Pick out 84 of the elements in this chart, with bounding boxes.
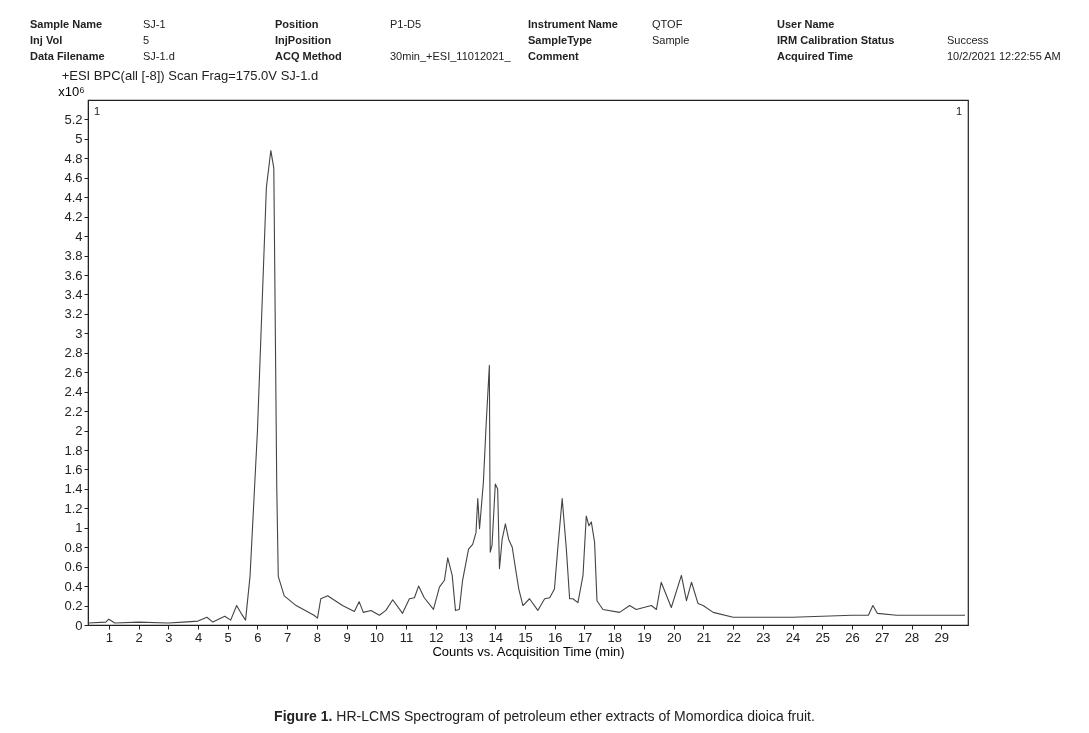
y-tick-label: 2.2 xyxy=(64,403,83,419)
line-series xyxy=(88,150,966,624)
annotation: 1 xyxy=(955,105,962,117)
x-tick-label: 2 xyxy=(135,629,143,645)
x-tick-label: 24 xyxy=(785,629,801,645)
y-tick-label: 1.8 xyxy=(64,442,83,458)
x-axis-title: Counts vs. Acquisition Time (min) xyxy=(432,643,625,659)
x-tick-label: 8 xyxy=(313,629,322,645)
x-tick-label: 22 xyxy=(726,629,741,645)
text: InjPosition xyxy=(275,34,332,46)
text: QTOF xyxy=(652,18,683,30)
y-tick-label: 5 xyxy=(75,131,83,147)
x-tick-label: 13 xyxy=(458,629,474,645)
text: Inj Vol xyxy=(30,34,63,46)
text: SJ-1.d xyxy=(143,50,175,62)
x-tick-label: 23 xyxy=(756,629,771,645)
y-tick-label: 3.2 xyxy=(64,306,83,322)
x-tick-label: 21 xyxy=(696,629,712,645)
y-tick-label: 5.2 xyxy=(64,111,83,127)
text: Sample Name xyxy=(30,18,103,30)
annotation: 1 xyxy=(94,105,101,117)
y-tick-label: 1.6 xyxy=(64,461,83,477)
y-tick-label: 0.8 xyxy=(64,539,83,555)
y-tick-label: 4.2 xyxy=(64,209,83,225)
text: Acquired Time xyxy=(777,50,854,62)
y-tick-label: 3 xyxy=(75,325,83,341)
text: IRM Calibration Status xyxy=(777,34,895,46)
y-tick-label: 2.4 xyxy=(64,384,83,400)
x-tick-label: 6 xyxy=(254,629,262,645)
y-axis-title: x10⁶ xyxy=(58,83,85,99)
y-tick-label: 4.4 xyxy=(64,189,83,205)
x-tick-label: 29 xyxy=(934,629,949,645)
x-tick-label: 1 xyxy=(105,629,113,645)
x-tick-label: 7 xyxy=(284,629,292,645)
y-tick-label: 4 xyxy=(75,228,83,244)
caption: Figure 1. HR-LCMS Spectrogram of petroleum ether extracts of Momordica dioica fruit. xyxy=(273,708,816,724)
x-tick-label: 19 xyxy=(637,629,652,645)
text: Sample xyxy=(652,34,690,46)
text: Success xyxy=(947,34,989,46)
x-tick-label: 16 xyxy=(548,629,563,645)
y-tick-label: 1.2 xyxy=(64,500,83,516)
x-tick-label: 20 xyxy=(666,629,682,645)
x-tick-label: 17 xyxy=(577,629,593,645)
text: Instrument Name xyxy=(528,18,618,30)
x-tick-label: 27 xyxy=(875,629,890,645)
y-tick-label: 1.4 xyxy=(64,481,83,497)
y-tick-label: 4.6 xyxy=(64,170,83,186)
x-tick-label: 25 xyxy=(815,629,831,645)
text: SJ-1 xyxy=(143,18,166,30)
x-tick-label: 10 xyxy=(369,629,385,645)
x-tick-label: 9 xyxy=(343,629,351,645)
text: 10/2/2021 12:22:55 AM xyxy=(947,50,1061,62)
y-tick-label: 1 xyxy=(75,520,83,536)
chart-title: +ESI BPC(all [-8]) Scan Frag=175.0V SJ-1.d xyxy=(61,68,319,83)
text: ACQ Method xyxy=(275,50,342,62)
x-tick-label: 18 xyxy=(607,629,622,645)
text: SampleType xyxy=(528,34,592,46)
x-tick-label: 15 xyxy=(518,629,533,645)
x-tick-label: 11 xyxy=(399,629,414,645)
text: 30min_+ESI_11012021_ xyxy=(390,50,511,62)
y-tick-label: 4.8 xyxy=(64,150,83,166)
x-tick-label: 12 xyxy=(429,629,444,645)
y-tick-label: 2 xyxy=(75,423,83,439)
text: Data Filename xyxy=(30,50,105,62)
y-tick-label: 2.6 xyxy=(64,364,83,380)
x-tick-label: 5 xyxy=(224,629,232,645)
y-tick-label: 0.6 xyxy=(64,559,83,575)
x-tick-label: 26 xyxy=(845,629,860,645)
text: Comment xyxy=(528,50,579,62)
y-tick-label: 3.4 xyxy=(64,286,83,302)
y-tick-label: 0.4 xyxy=(64,578,83,594)
x-tick-label: 4 xyxy=(194,629,203,645)
x-tick-label: 28 xyxy=(904,629,920,645)
y-tick-label: 3.8 xyxy=(64,248,83,264)
x-tick-label: 14 xyxy=(488,629,504,645)
x-tick-label: 3 xyxy=(165,629,173,645)
text: 5 xyxy=(143,34,150,46)
y-tick-label: 0 xyxy=(75,617,83,633)
y-tick-label: 0.2 xyxy=(64,598,83,614)
y-tick-label: 3.6 xyxy=(64,267,83,283)
text: Position xyxy=(275,18,319,30)
text: User Name xyxy=(777,18,835,30)
y-tick-label: 2.8 xyxy=(64,345,83,361)
text: P1-D5 xyxy=(390,18,422,30)
